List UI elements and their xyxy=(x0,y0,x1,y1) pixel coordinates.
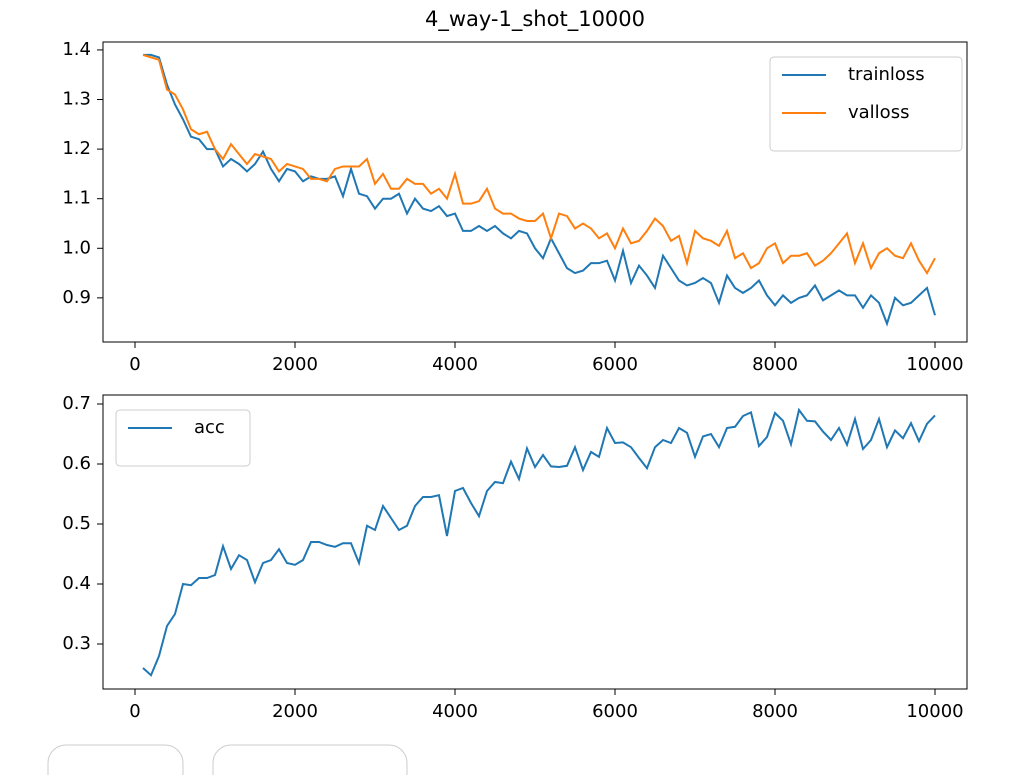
y-tick-label: 1.3 xyxy=(62,89,91,110)
y-tick-label: 0.5 xyxy=(62,513,91,534)
axes-frame xyxy=(102,41,968,343)
x-tick-label: 6000 xyxy=(592,701,638,722)
y-tick-label: 0.7 xyxy=(62,393,91,414)
x-tick-label: 8000 xyxy=(752,701,798,722)
y-tick-label: 0.6 xyxy=(62,453,91,474)
legend-label: valloss xyxy=(848,102,909,123)
line-series xyxy=(142,53,936,276)
x-tick-label: 4000 xyxy=(432,354,478,375)
button[interactable] xyxy=(212,744,408,775)
y-tick-label: 0.4 xyxy=(62,573,91,594)
legend-box xyxy=(115,409,251,467)
x-tick-label: 4000 xyxy=(432,701,478,722)
y-tick-label: 0.9 xyxy=(62,287,91,308)
legend-label: trainloss xyxy=(848,64,925,85)
button[interactable] xyxy=(47,744,184,775)
x-tick-label: 2000 xyxy=(272,354,318,375)
y-tick-label: 1.2 xyxy=(62,138,91,159)
x-tick-label: 6000 xyxy=(592,354,638,375)
y-tick-label: 1.0 xyxy=(62,237,91,258)
x-tick-label: 2000 xyxy=(272,701,318,722)
y-tick-label: 0.3 xyxy=(62,633,91,654)
legend-label: acc xyxy=(194,417,225,438)
x-tick-label: 0 xyxy=(129,354,140,375)
legend-box xyxy=(769,56,963,152)
axes-frame xyxy=(102,394,968,690)
y-tick-label: 1.4 xyxy=(62,39,91,60)
chart-title: 4_way-1_shot_10000 xyxy=(425,7,645,32)
x-tick-label: 10000 xyxy=(906,354,963,375)
line-series xyxy=(143,53,936,327)
y-tick-label: 1.1 xyxy=(62,188,91,209)
x-tick-label: 8000 xyxy=(752,354,798,375)
line-series xyxy=(142,407,936,677)
x-tick-label: 0 xyxy=(129,701,140,722)
x-tick-label: 10000 xyxy=(906,701,963,722)
